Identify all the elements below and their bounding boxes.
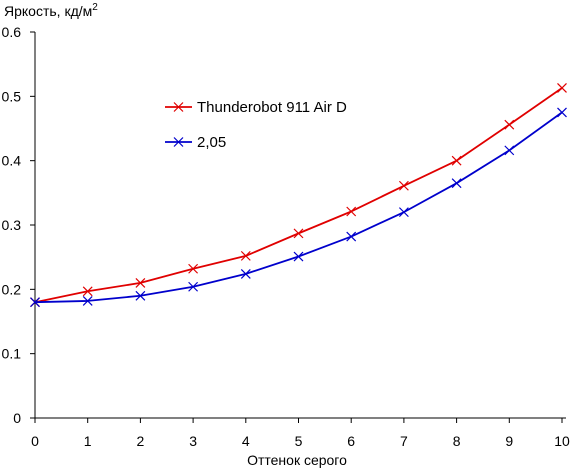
marker-stroke: [398, 180, 409, 191]
x-axis-title: Оттенок серого: [247, 452, 347, 468]
data-point-marker: [504, 145, 515, 156]
series-line: [34, 111, 563, 304]
x-tick-label: 8: [453, 433, 461, 449]
x-tick-label: 5: [295, 433, 303, 449]
marker-stroke: [346, 231, 357, 242]
x-tick-label: 7: [400, 433, 408, 449]
legend-label: Thunderobot 911 Air D: [197, 99, 347, 116]
marker-stroke: [135, 277, 146, 288]
y-axis-title: Яркость, кд/м2: [4, 2, 98, 19]
data-point-marker: [135, 290, 146, 301]
marker-stroke: [451, 155, 462, 166]
data-point-marker: [346, 231, 357, 242]
data-point-marker: [451, 178, 462, 189]
data-point-marker: [398, 207, 409, 218]
y-axis-title-superscript: 2: [92, 2, 98, 13]
data-point-marker: [135, 277, 146, 288]
y-tick-label: 0: [13, 410, 21, 426]
marker-stroke: [293, 251, 304, 262]
y-tick-label: 0.6: [2, 24, 22, 40]
data-point-marker: [188, 263, 199, 274]
marker-stroke: [346, 206, 357, 217]
marker-stroke: [188, 281, 199, 292]
legend-item: 2,05: [165, 134, 226, 151]
data-point-marker: [240, 250, 251, 261]
marker-stroke: [557, 83, 567, 93]
marker-stroke: [398, 207, 409, 218]
series-layer: [30, 83, 567, 308]
marker-stroke: [30, 297, 40, 308]
y-tick-label: 0.1: [2, 346, 22, 362]
data-point-marker: [557, 107, 567, 118]
data-point-marker: [346, 206, 357, 217]
x-tick-label: 4: [242, 433, 250, 449]
data-point-marker: [30, 297, 40, 308]
marker-stroke: [188, 263, 199, 274]
tick-labels: 0 0.1 0.2 0.3 0.4 0.5 0.6 0 1 2 3 4 5 6 7 8 9 10: [2, 24, 570, 449]
marker-stroke: [135, 290, 146, 301]
legend: Thunderobot 911 Air D 2,05: [165, 99, 347, 151]
series-1: [30, 83, 567, 308]
x-tick-label: 9: [505, 433, 513, 449]
legend-marker-stroke: [173, 137, 184, 147]
y-tick-label: 0.5: [2, 88, 22, 104]
data-point-marker: [240, 268, 251, 279]
axes: [34, 32, 566, 419]
data-point-marker: [557, 83, 567, 93]
x-tick-label: 10: [554, 433, 570, 449]
x-tick-label: 2: [137, 433, 145, 449]
series-line: [34, 87, 563, 304]
data-point-marker: [398, 180, 409, 191]
marker-stroke: [240, 268, 251, 279]
data-point-marker: [293, 228, 304, 239]
y-tick-label: 0.4: [2, 153, 22, 169]
x-tick-label: 3: [189, 433, 197, 449]
x-tick-label: 0: [31, 433, 39, 449]
data-point-marker: [82, 286, 93, 297]
legend-label: 2,05: [197, 134, 226, 151]
y-tick-label: 0.2: [2, 281, 22, 297]
series-2: [30, 107, 567, 308]
marker-stroke: [451, 178, 462, 189]
y-axis-title-main: Яркость, кд/м: [4, 3, 92, 19]
marker-stroke: [240, 250, 251, 261]
data-point-marker: [82, 295, 93, 306]
x-tick-label: 6: [347, 433, 355, 449]
marker-stroke: [504, 119, 515, 130]
x-tick-label: 1: [84, 433, 92, 449]
data-point-marker: [504, 119, 515, 130]
y-tick-label: 0.3: [2, 217, 22, 233]
data-point-marker: [188, 281, 199, 292]
legend-item: Thunderobot 911 Air D: [165, 99, 347, 116]
marker-stroke: [504, 145, 515, 156]
marker-stroke: [557, 107, 567, 118]
data-point-marker: [293, 251, 304, 262]
marker-stroke: [82, 295, 93, 306]
data-point-marker: [451, 155, 462, 166]
marker-stroke: [293, 228, 304, 239]
marker-stroke: [82, 286, 93, 297]
legend-marker-stroke: [173, 102, 184, 112]
